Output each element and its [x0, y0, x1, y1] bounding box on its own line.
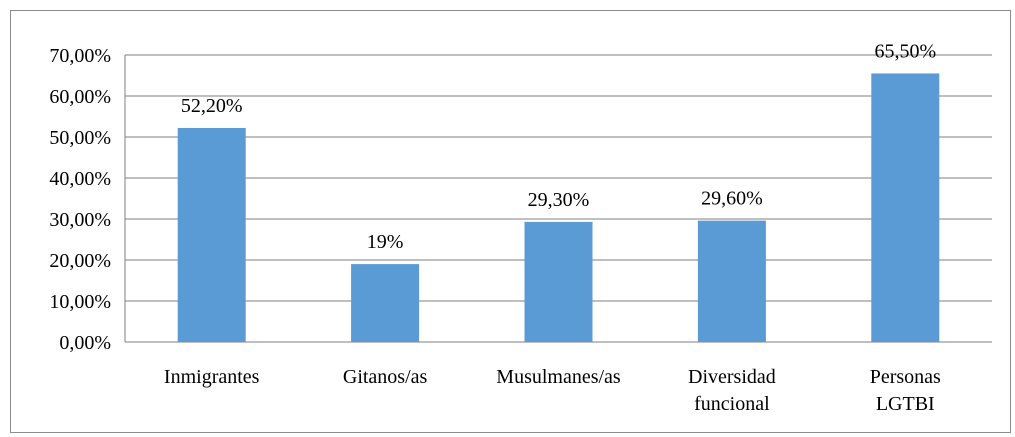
- x-tick-label: funcional: [694, 393, 770, 415]
- y-tick-label: 40,00%: [49, 168, 111, 190]
- bar: [871, 73, 940, 342]
- bar: [524, 221, 593, 342]
- chart-frame: [10, 10, 1011, 433]
- x-tick-label: Inmigrantes: [164, 366, 260, 388]
- y-tick-label: 20,00%: [49, 250, 111, 272]
- y-tick-label: 50,00%: [49, 127, 111, 149]
- x-tick-label: Personas: [870, 366, 941, 388]
- y-tick-label: 10,00%: [49, 291, 111, 313]
- y-tick-label: 0,00%: [59, 332, 111, 354]
- bar: [697, 220, 766, 342]
- x-tick-label: Musulmanes/as: [496, 366, 621, 388]
- y-tick-label: 60,00%: [49, 86, 111, 108]
- y-tick-label: 70,00%: [49, 45, 111, 67]
- bar: [351, 264, 420, 342]
- data-label: 29,30%: [528, 189, 590, 211]
- data-label: 19%: [367, 231, 404, 253]
- bar: [177, 127, 246, 342]
- data-label: 52,20%: [181, 95, 243, 117]
- data-label: 65,50%: [874, 40, 936, 62]
- x-tick-label: LGTBI: [876, 393, 935, 415]
- y-tick-label: 30,00%: [49, 209, 111, 231]
- x-tick-label: Diversidad: [688, 366, 776, 388]
- x-tick-label: Gitanos/as: [343, 366, 428, 388]
- data-label: 29,60%: [701, 188, 763, 210]
